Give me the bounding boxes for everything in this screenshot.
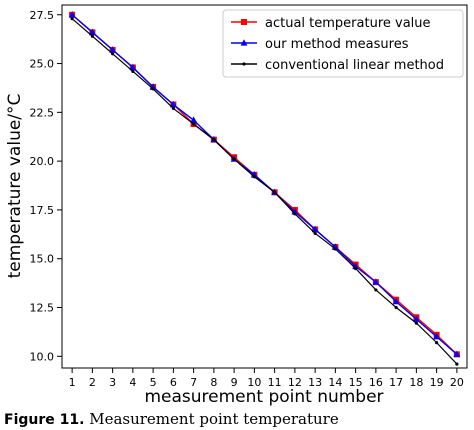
legend-marker-2 [240, 39, 248, 46]
series-2-point [412, 315, 420, 322]
y-tick-label: 10.0 [30, 350, 55, 363]
x-tick-label: 2 [89, 376, 96, 389]
series-3 [70, 17, 459, 366]
series-2-point [392, 297, 400, 305]
series-3-point [151, 87, 155, 91]
x-tick-label: 18 [409, 376, 423, 389]
series-3-point [171, 106, 175, 111]
series-3-point [192, 122, 196, 126]
y-axis-ticks: 10.0 12.5 15.0 17.5 20.0 22.5 25.0 27.5 [30, 9, 62, 363]
series-3-point [252, 175, 256, 179]
x-tick-label: 15 [349, 376, 363, 389]
series-2-point [169, 100, 177, 108]
x-tick-label: 7 [190, 376, 197, 389]
x-tick-label: 8 [210, 376, 217, 389]
series-3-point [394, 305, 398, 310]
series-layer [68, 10, 461, 366]
x-tick-label: 14 [328, 376, 342, 389]
x-tick-label: 13 [308, 376, 322, 389]
x-tick-label: 1 [69, 376, 76, 389]
x-tick-label: 20 [450, 376, 464, 389]
series-3-point [435, 341, 439, 345]
series-3-point [70, 17, 74, 21]
series-3-point [354, 266, 358, 271]
x-axis-ticks: 1 2 3 4 5 6 7 8 9 10 11 12 13 14 15 16 17 18 19 20 [69, 368, 464, 389]
series-2-point [88, 28, 96, 35]
y-tick-label: 20.0 [30, 155, 55, 168]
series-2-point [190, 116, 198, 123]
series-3-point [293, 212, 297, 216]
series-2-point [453, 350, 461, 357]
series-2-line [71, 14, 458, 355]
y-tick-label: 15.0 [30, 253, 55, 266]
legend: actual temperature value our method measu… [222, 9, 464, 78]
series-2-point [372, 278, 380, 285]
series-3-point [414, 321, 418, 325]
x-tick-label: 10 [247, 376, 261, 389]
series-3-point [131, 69, 135, 73]
y-tick-label: 27.5 [30, 9, 55, 22]
plot-frame [61, 4, 468, 369]
y-tick-label: 12.5 [30, 302, 55, 315]
x-tick-label: 16 [369, 376, 383, 389]
y-axis-label: temperature value/°C [5, 94, 25, 279]
legend-marker-1 [241, 19, 247, 25]
x-tick-label: 9 [231, 376, 238, 389]
series-3-point [90, 34, 94, 38]
series-3-point [111, 52, 115, 56]
y-tick-label: 22.5 [30, 106, 55, 119]
x-tick-label: 17 [389, 376, 403, 389]
series-2-point [433, 332, 441, 340]
figure-caption: Figure 11. Measurement point temperature [4, 410, 470, 430]
legend-label-3: conventional linear method [265, 58, 444, 73]
y-tick-label: 17.5 [30, 204, 55, 217]
x-tick-label: 3 [109, 376, 116, 389]
series-3-point [273, 190, 277, 194]
series-3-point [313, 231, 317, 235]
legend-items: actual temperature value our method measu… [231, 16, 444, 73]
x-tick-label: 4 [129, 376, 136, 389]
x-tick-label: 12 [288, 376, 302, 389]
series-3-point [212, 138, 216, 142]
series-3-line [71, 18, 458, 365]
legend-marker-3 [242, 62, 246, 66]
y-tick-label: 25.0 [30, 58, 55, 71]
series-3-point [333, 247, 337, 251]
x-tick-label: 5 [150, 376, 157, 389]
series-3-point [374, 288, 378, 292]
series-2-point [68, 10, 76, 18]
legend-label-2: our method measures [265, 37, 409, 52]
series-2-point [311, 225, 319, 233]
legend-label-1: actual temperature value [265, 16, 431, 31]
x-tick-label: 6 [170, 376, 177, 389]
x-tick-label: 11 [268, 376, 282, 389]
series-2-point [109, 46, 117, 53]
figure-caption-text: Measurement point temperature [89, 410, 339, 428]
series-3-point [232, 157, 236, 161]
series-3-point [455, 362, 459, 366]
x-axis-label: measurement point number [144, 387, 383, 407]
figure-caption-label: Figure 11. [4, 412, 85, 428]
series-2-point [129, 63, 137, 71]
legend-box [222, 9, 464, 78]
x-tick-label: 19 [430, 376, 444, 389]
